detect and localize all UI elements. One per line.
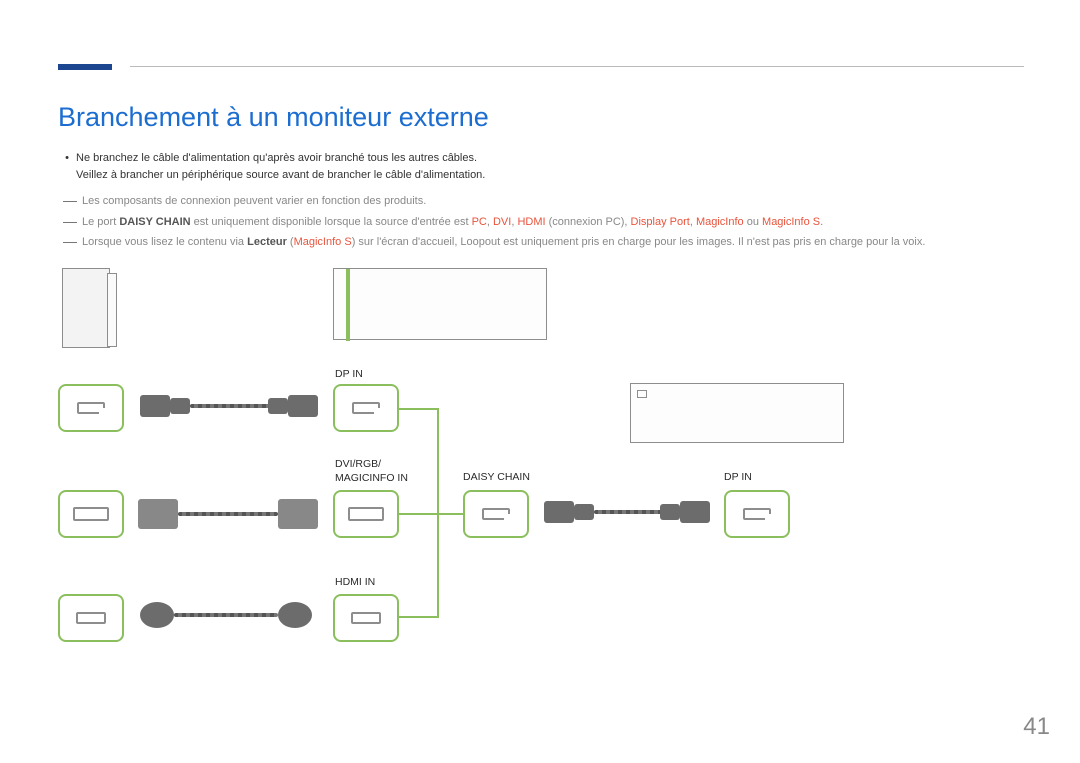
accent-bar [58, 64, 112, 70]
bullet-text-1: Ne branchez le câble d'alimentation qu'a… [76, 150, 477, 167]
plug-icon [680, 501, 710, 523]
note-dash-icon: ― [58, 213, 82, 232]
page-number: 41 [1023, 713, 1050, 741]
plug-icon [574, 504, 594, 520]
port-dp-source [58, 384, 124, 432]
plug-icon [288, 395, 318, 417]
bullet-dot: • [58, 150, 76, 167]
port-dp-in-2 [724, 490, 790, 538]
plug-icon [140, 602, 174, 628]
plug-icon [660, 504, 680, 520]
port-dvi-in [333, 490, 399, 538]
note-text-3: Lorsque vous lisez le contenu via Lecteu… [82, 233, 925, 252]
port-daisy-chain [463, 490, 529, 538]
connector-line [399, 616, 439, 618]
cable [594, 510, 662, 514]
bullet-list: • Ne branchez le câble d'alimentation qu… [58, 150, 485, 184]
device-box-1 [333, 268, 547, 340]
plug-icon [170, 398, 190, 414]
plug-icon [278, 602, 312, 628]
note-dash-icon: ― [58, 233, 82, 252]
note-text-2: Le port DAISY CHAIN est uniquement dispo… [82, 213, 823, 232]
connector-line [399, 408, 439, 410]
label-hdmi-in: HDMI IN [335, 576, 375, 590]
port-dp-in [333, 384, 399, 432]
plug-icon [278, 499, 318, 529]
cable [174, 613, 278, 617]
cable [190, 404, 270, 408]
label-daisy-chain: DAISY CHAIN [463, 471, 530, 485]
device-box-2 [630, 383, 844, 443]
note-text-1: Les composants de connexion peuvent vari… [82, 192, 426, 211]
cable [178, 512, 278, 516]
plug-icon [138, 499, 178, 529]
label-dp-in-1: DP IN [335, 368, 363, 382]
note-dash-icon: ― [58, 192, 82, 211]
bullet-spacer [58, 167, 76, 184]
port-hdmi-source [58, 594, 124, 642]
connector-line [437, 513, 463, 515]
page-title: Branchement à un moniteur externe [58, 102, 489, 133]
label-dvi-rgb: DVI/RGB/ MAGICINFO IN [335, 458, 408, 485]
header-divider [130, 66, 1024, 67]
port-dvi-source [58, 490, 124, 538]
pc-tower-icon [62, 268, 110, 348]
bullet-text-2: Veillez à brancher un périphérique sourc… [76, 167, 485, 184]
notes-block: ― Les composants de connexion peuvent va… [58, 192, 925, 254]
plug-icon [544, 501, 574, 523]
plug-icon [140, 395, 170, 417]
port-hdmi-in [333, 594, 399, 642]
label-dp-in-2: DP IN [724, 471, 752, 485]
connector-line [399, 513, 439, 515]
plug-icon [268, 398, 288, 414]
